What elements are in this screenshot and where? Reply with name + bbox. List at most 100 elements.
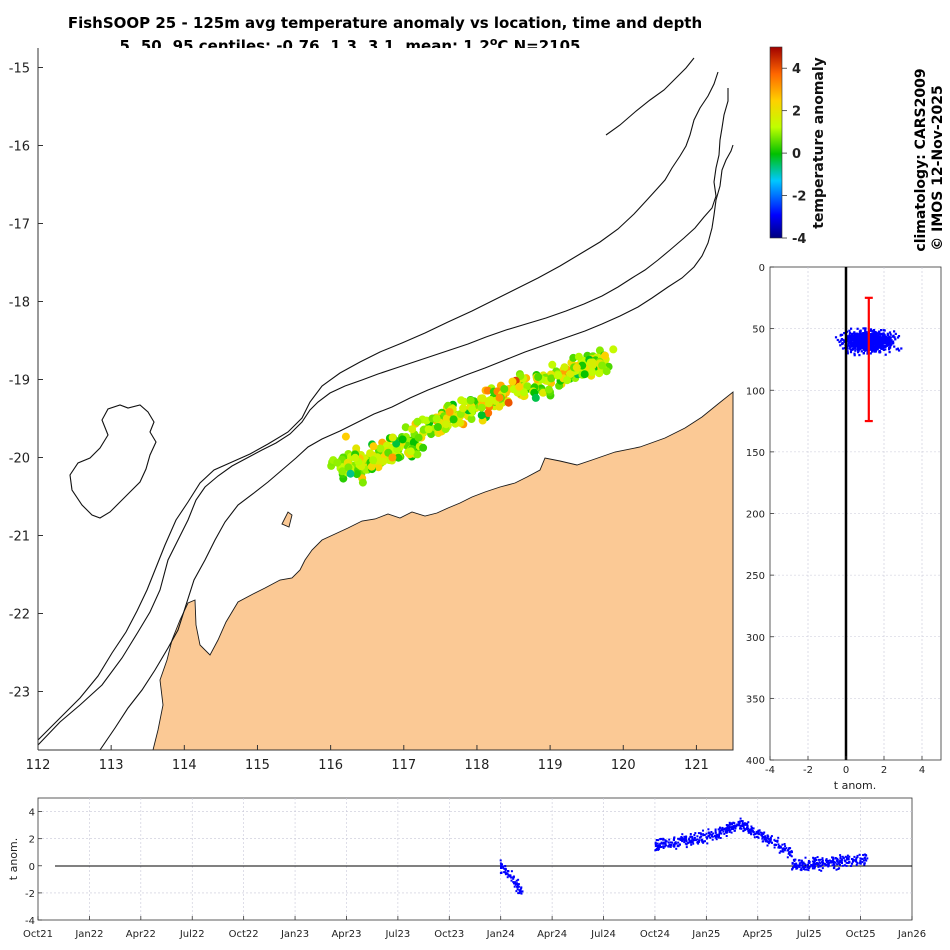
timeseries-point: [787, 849, 790, 852]
map-x-tick-label: 112: [26, 758, 51, 773]
map-point: [598, 361, 607, 370]
depth-point: [861, 341, 864, 344]
timeseries-point: [669, 841, 672, 844]
timeseries-point: [783, 843, 786, 845]
depth-x-tick-label: 0: [843, 765, 849, 776]
depth-point: [858, 348, 861, 351]
timeseries-point: [795, 862, 798, 865]
depth-point: [854, 338, 857, 341]
timeseries-y-tick-label: 2: [29, 835, 35, 846]
map-panel: 112 113 114 115 116 117 118 119 120 121 -15 -16 -17 -…: [9, 48, 734, 773]
timeseries-point: [747, 831, 750, 834]
timeseries-point: [793, 858, 796, 861]
timeseries-point: [842, 857, 845, 860]
timeseries-point: [719, 837, 722, 839]
depth-point: [853, 354, 856, 357]
map-x-tick-label: 117: [391, 758, 416, 773]
map-scatter-points: [327, 345, 618, 487]
depth-point: [877, 333, 880, 336]
timeseries-point: [763, 838, 766, 841]
timeseries-point: [778, 851, 781, 854]
timeseries-point: [800, 860, 803, 863]
timeseries-point: [747, 827, 750, 830]
timeseries-point: [746, 822, 749, 825]
timeseries-point: [781, 843, 784, 846]
timeseries-point: [821, 863, 824, 866]
timeseries-point: [725, 828, 728, 831]
timeseries-point: [781, 849, 784, 852]
timeseries-point: [840, 859, 843, 862]
timeseries-point: [674, 842, 677, 845]
map-point: [424, 425, 433, 434]
depth-point: [860, 339, 863, 342]
timeseries-point: [824, 864, 827, 866]
depth-point: [843, 332, 846, 335]
timeseries-point: [520, 886, 523, 889]
timeseries-point: [719, 826, 721, 829]
timeseries-point: [803, 868, 806, 871]
timeseries-point: [744, 823, 747, 826]
timeseries-y-tick-label: -4: [25, 916, 35, 927]
depth-point: [874, 349, 878, 352]
depth-point: [869, 339, 872, 342]
timeseries-point: [841, 855, 844, 858]
timeseries-point: [719, 829, 722, 832]
timeseries-point: [811, 867, 814, 870]
timeseries-point: [735, 824, 738, 827]
depth-point: [846, 352, 849, 355]
timeseries-y-tick-label: 0: [29, 862, 35, 873]
timeseries-point: [718, 833, 721, 836]
timeseries-point: [722, 828, 725, 831]
timeseries-x-tick-label: Oct22: [229, 929, 259, 940]
timeseries-point: [690, 843, 693, 846]
timeseries-point: [827, 864, 830, 867]
timeseries-point: [702, 829, 704, 832]
depth-point: [849, 351, 853, 354]
depth-point: [854, 349, 857, 352]
timeseries-point: [766, 837, 769, 840]
timeseries-point: [659, 842, 662, 845]
timeseries-point: [677, 845, 680, 848]
timeseries-point: [514, 882, 517, 885]
map-point: [406, 447, 415, 456]
timeseries-point: [846, 854, 849, 857]
timeseries-point: [848, 860, 851, 863]
timeseries-point: [769, 840, 772, 842]
map-y-tick-label: -20: [9, 452, 30, 467]
timeseries-point: [812, 856, 815, 859]
timeseries-point: [507, 874, 510, 877]
timeseries-point: [693, 834, 696, 836]
timeseries-point: [717, 836, 720, 839]
depth-point: [851, 337, 854, 340]
depth-point: [875, 338, 878, 342]
timeseries-point: [717, 828, 720, 831]
timeseries-point: [806, 866, 809, 869]
timeseries-point: [836, 860, 839, 863]
timeseries-point: [710, 835, 713, 838]
timeseries-point: [808, 866, 811, 869]
timeseries-point: [791, 868, 794, 871]
map-point: [560, 363, 569, 372]
time-series-panel: Oct21 Jan22 Apr22 Jul22 Oct22 Jan23 Apr23 Jul23…: [7, 797, 926, 940]
timeseries-point: [746, 825, 749, 828]
timeseries-point: [757, 836, 760, 839]
depth-point: [836, 338, 839, 342]
timeseries-point: [812, 863, 815, 866]
mainland-coast: [152, 391, 734, 751]
timeseries-point: [807, 869, 810, 872]
map-y-tick-label: -17: [9, 218, 30, 233]
timeseries-point: [500, 867, 502, 869]
depth-point: [895, 348, 898, 351]
depth-point: [881, 344, 884, 347]
timeseries-point: [837, 862, 840, 865]
timeseries-point: [726, 826, 729, 828]
timeseries-point: [788, 852, 791, 854]
timeseries-point: [508, 874, 511, 877]
timeseries-point: [803, 862, 806, 865]
depth-point: [853, 345, 856, 348]
depth-point: [861, 346, 864, 349]
timeseries-point: [728, 825, 731, 828]
timeseries-point: [506, 876, 509, 879]
timeseries-point: [521, 890, 524, 893]
timeseries-point: [751, 827, 753, 829]
